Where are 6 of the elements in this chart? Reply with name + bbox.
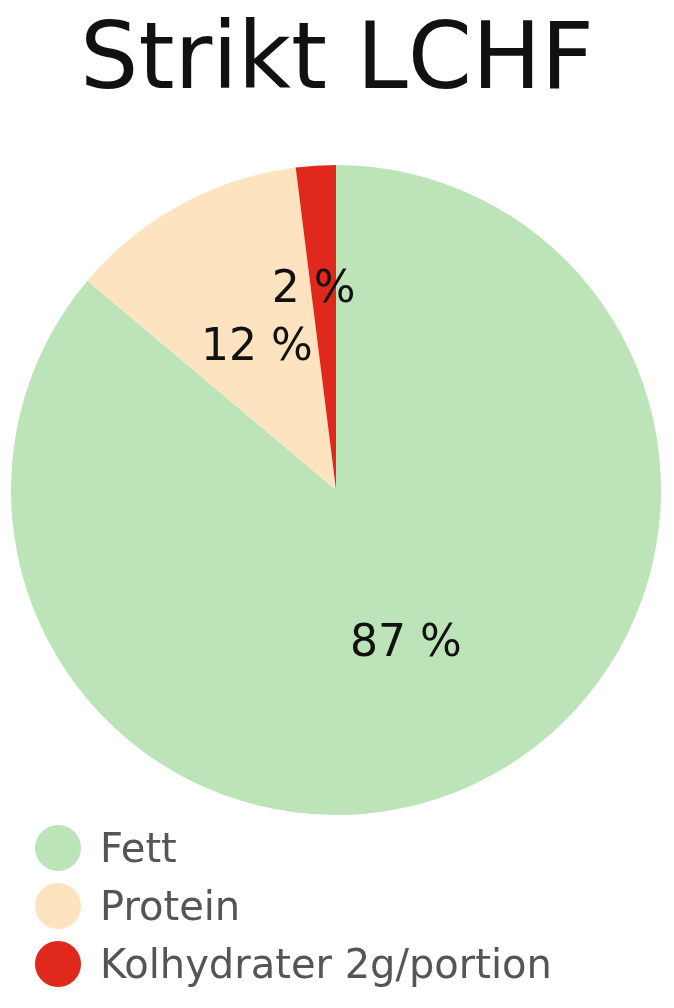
chart-title: Strikt LCHF [79, 2, 595, 110]
data-label: 12 % [201, 319, 313, 371]
legend-label: Protein [100, 883, 241, 929]
data-label: 87 % [349, 614, 462, 666]
legend-label: Kolhydrater 2g/portion [100, 941, 552, 987]
legend-label: Fett [100, 825, 177, 871]
